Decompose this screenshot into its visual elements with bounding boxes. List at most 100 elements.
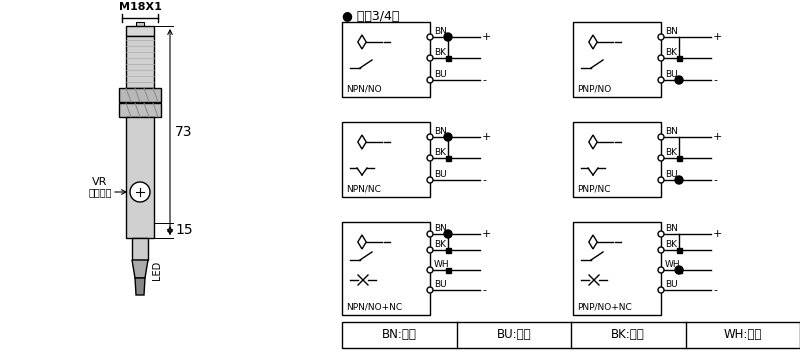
Bar xyxy=(573,22,661,97)
Polygon shape xyxy=(358,235,366,249)
Bar xyxy=(677,56,682,61)
Circle shape xyxy=(658,247,664,253)
Text: +: + xyxy=(713,132,722,142)
Text: BN: BN xyxy=(665,127,678,136)
Circle shape xyxy=(658,134,664,140)
Text: BK: BK xyxy=(434,48,446,57)
Text: BN: BN xyxy=(434,224,447,233)
Bar xyxy=(677,156,682,161)
Polygon shape xyxy=(132,260,148,278)
Text: +: + xyxy=(482,132,491,142)
Bar xyxy=(119,103,161,117)
Text: BK: BK xyxy=(434,148,446,157)
Text: 距离调节: 距离调节 xyxy=(88,187,112,197)
Bar xyxy=(126,36,154,88)
Bar xyxy=(573,222,661,315)
Circle shape xyxy=(444,230,452,238)
Polygon shape xyxy=(358,35,366,49)
Circle shape xyxy=(658,267,664,273)
Circle shape xyxy=(427,34,433,40)
Circle shape xyxy=(130,182,150,202)
Bar xyxy=(677,268,682,272)
Text: -: - xyxy=(713,75,717,85)
Polygon shape xyxy=(135,278,145,295)
Text: WH:白色: WH:白色 xyxy=(723,328,762,341)
Text: M18X1: M18X1 xyxy=(118,2,162,12)
Text: BN: BN xyxy=(665,27,678,36)
Text: BN: BN xyxy=(434,27,447,36)
Circle shape xyxy=(444,133,452,141)
Polygon shape xyxy=(589,235,597,249)
Text: BU: BU xyxy=(434,170,446,179)
Bar xyxy=(446,156,450,161)
Text: WH: WH xyxy=(665,260,681,269)
Circle shape xyxy=(427,55,433,61)
Circle shape xyxy=(658,34,664,40)
Text: BU: BU xyxy=(665,70,678,79)
Text: PNP/NC: PNP/NC xyxy=(577,185,610,194)
Circle shape xyxy=(658,231,664,237)
Circle shape xyxy=(675,76,683,84)
Text: BK: BK xyxy=(434,240,446,249)
Bar xyxy=(677,247,682,252)
Polygon shape xyxy=(358,135,366,149)
Text: BU: BU xyxy=(665,170,678,179)
Text: PNP/NO: PNP/NO xyxy=(577,85,611,94)
Text: BU: BU xyxy=(665,280,678,289)
Bar xyxy=(136,22,144,26)
Bar xyxy=(126,117,154,238)
Text: +: + xyxy=(482,229,491,239)
Text: VR: VR xyxy=(92,177,108,187)
Circle shape xyxy=(427,267,433,273)
Circle shape xyxy=(658,177,664,183)
Bar xyxy=(342,122,430,197)
Text: NPN/NC: NPN/NC xyxy=(346,185,381,194)
Text: -: - xyxy=(482,175,486,185)
Text: -: - xyxy=(482,285,486,295)
Polygon shape xyxy=(589,35,597,49)
Circle shape xyxy=(658,155,664,161)
Bar xyxy=(342,322,800,348)
Text: +: + xyxy=(713,32,722,42)
Text: BK: BK xyxy=(665,148,677,157)
Text: BU:兰色: BU:兰色 xyxy=(497,328,531,341)
Text: BK:黑色: BK:黑色 xyxy=(611,328,645,341)
Text: BU: BU xyxy=(434,280,446,289)
Bar xyxy=(342,222,430,315)
Text: -: - xyxy=(713,175,717,185)
Text: NPN/NO+NC: NPN/NO+NC xyxy=(346,303,402,312)
Text: +: + xyxy=(482,32,491,42)
Circle shape xyxy=(427,247,433,253)
Text: LED: LED xyxy=(152,260,162,279)
Bar xyxy=(446,56,450,61)
Circle shape xyxy=(427,134,433,140)
Text: ● 直涁3/4线: ● 直涁3/4线 xyxy=(342,10,399,23)
Text: PNP/NO+NC: PNP/NO+NC xyxy=(577,303,632,312)
Text: BU: BU xyxy=(434,70,446,79)
Circle shape xyxy=(427,177,433,183)
Text: WH: WH xyxy=(434,260,450,269)
Text: BN: BN xyxy=(434,127,447,136)
Text: BK: BK xyxy=(665,240,677,249)
Circle shape xyxy=(427,231,433,237)
Circle shape xyxy=(658,77,664,83)
Text: +: + xyxy=(713,229,722,239)
Text: BN:棕色: BN:棕色 xyxy=(382,328,417,341)
Text: BK: BK xyxy=(665,48,677,57)
Bar xyxy=(119,88,161,102)
Text: -: - xyxy=(713,285,717,295)
Circle shape xyxy=(658,287,664,293)
Bar xyxy=(446,247,450,252)
Text: NPN/NO: NPN/NO xyxy=(346,85,382,94)
Text: BN: BN xyxy=(665,224,678,233)
Bar xyxy=(573,122,661,197)
Bar xyxy=(132,238,148,260)
Bar xyxy=(126,26,154,36)
Circle shape xyxy=(427,77,433,83)
Polygon shape xyxy=(589,135,597,149)
Text: -: - xyxy=(482,75,486,85)
Circle shape xyxy=(675,266,683,274)
Circle shape xyxy=(658,55,664,61)
Bar xyxy=(342,22,430,97)
Circle shape xyxy=(675,176,683,184)
